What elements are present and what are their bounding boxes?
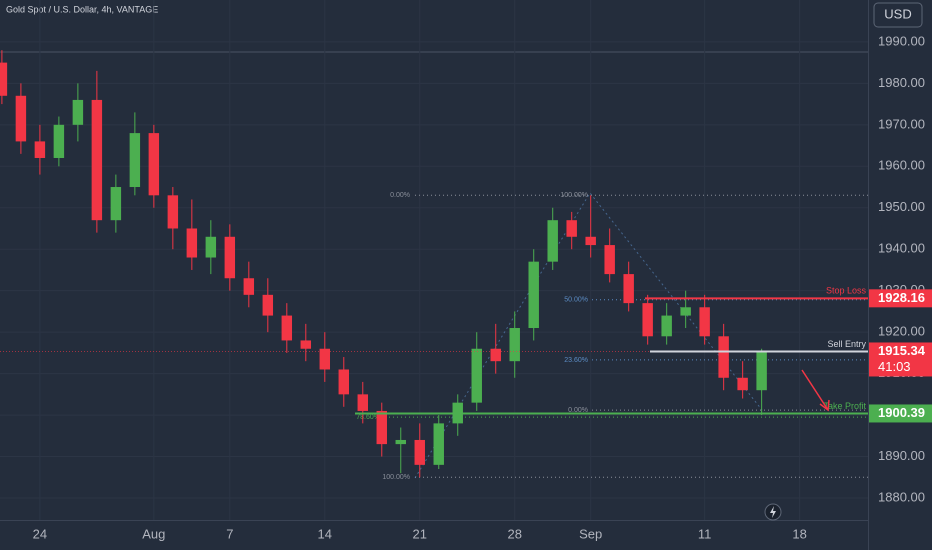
- price-tag-label: 1915.34: [878, 343, 926, 358]
- overlay: Stop Loss Sell Entry Take Profit: [355, 286, 868, 415]
- candle-body: [0, 62, 8, 96]
- candle-body: [737, 377, 748, 391]
- candle-body: [338, 369, 350, 395]
- y-tick-label: 1980.00: [878, 75, 925, 90]
- x-tick-label: Aug: [142, 526, 165, 541]
- x-tick-label: Sep: [579, 526, 602, 541]
- fib-label: 100.00%: [382, 474, 410, 481]
- y-tick-label: 1920.00: [878, 324, 925, 339]
- candle-body: [395, 439, 406, 445]
- candle-body: [281, 315, 293, 341]
- candle-body: [547, 220, 558, 262]
- candle-body: [243, 278, 255, 295]
- candle-body: [319, 348, 331, 370]
- fib-label: 0.00%: [390, 192, 410, 199]
- candle-body: [300, 340, 312, 349]
- candle-body: [471, 348, 482, 403]
- candle-body: [756, 351, 767, 391]
- candle-body: [699, 307, 710, 337]
- price-tag-label: 1900.39: [878, 405, 925, 420]
- y-tick-label: 1890.00: [878, 448, 925, 463]
- candle-body: [15, 95, 27, 142]
- fib-label: 50.00%: [564, 297, 588, 304]
- currency-button[interactable]: [873, 2, 923, 28]
- candle-body: [623, 274, 634, 304]
- price-tag-label: 1928.16: [878, 290, 925, 305]
- fib-label: 100.00%: [560, 192, 588, 199]
- price-tag: [869, 342, 932, 377]
- candle-body: [433, 423, 444, 465]
- candle-body: [509, 328, 520, 362]
- y-tick-label: 1990.00: [878, 33, 925, 48]
- y-tick-label: 1880.00: [878, 489, 925, 504]
- arrow: [801, 369, 829, 411]
- candle-body: [167, 195, 179, 229]
- y-tick-label: 1960.00: [878, 158, 925, 173]
- candle-body: [186, 228, 198, 258]
- arrow-head: [819, 399, 830, 412]
- y-tick-label: 1950.00: [878, 199, 925, 214]
- candle-body: [604, 245, 615, 275]
- candle-body: [53, 124, 65, 158]
- countdown: 41:03: [878, 359, 911, 374]
- y-tick-label: 1940.00: [878, 241, 925, 256]
- x-tick-label: 14: [318, 526, 332, 541]
- x-tick-label: 28: [507, 526, 521, 541]
- candle-body: [205, 236, 217, 258]
- x-tick-label: 11: [698, 526, 712, 541]
- price-tag: [869, 404, 932, 423]
- price-tag: [869, 289, 932, 308]
- candle-body: [376, 410, 387, 445]
- candle-body: [72, 99, 84, 125]
- plot: 0.00% 78.60% 100.00% 100.00% 50.00% 23.60% 0.0…: [0, 50, 868, 482]
- candle-body: [680, 307, 691, 316]
- candle-body: [148, 133, 160, 196]
- fib-label: 0.00%: [568, 407, 588, 414]
- y-tick-label: 1970.00: [878, 116, 925, 131]
- replay-icon: [770, 506, 776, 518]
- level-label: Sell Entry: [827, 339, 866, 349]
- currency-label[interactable]: USD: [884, 6, 911, 21]
- candle-body: [129, 133, 141, 188]
- fib-label: 23.60%: [564, 357, 588, 364]
- candle-body: [414, 439, 425, 465]
- level-label: Stop Loss: [826, 286, 867, 296]
- candle-body: [528, 261, 539, 329]
- candle-body: [642, 303, 653, 337]
- candle-body: [224, 236, 236, 279]
- fib-label: 78.60%: [356, 414, 380, 421]
- x-tick-label: 18: [792, 526, 806, 541]
- candle-body: [490, 348, 501, 362]
- x-tick-label: 24: [33, 526, 47, 541]
- candle-body: [34, 141, 46, 158]
- candle-body: [110, 187, 122, 221]
- x-tick-label: 7: [226, 526, 233, 541]
- x-tick-label: 21: [413, 526, 427, 541]
- candle-body: [718, 336, 729, 378]
- chart-title: Gold Spot / U.S. Dollar, 4h, VANTAGE: [6, 4, 158, 14]
- candle-body: [566, 220, 577, 237]
- candle-body: [91, 99, 103, 221]
- candle-body: [357, 394, 368, 411]
- candle-body: [661, 315, 672, 337]
- candle-body: [262, 294, 274, 316]
- level-label: Take Profit: [823, 401, 866, 411]
- candle-body: [585, 236, 596, 246]
